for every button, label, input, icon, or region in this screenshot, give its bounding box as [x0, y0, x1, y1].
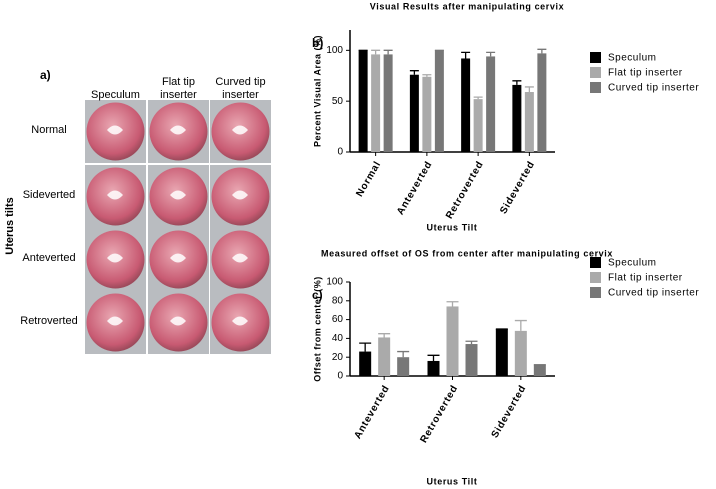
- os-opening: [107, 253, 123, 263]
- error-bar: [378, 333, 391, 338]
- bar: [383, 54, 393, 152]
- x-tick-label: Anteverted: [395, 159, 435, 217]
- y-axis-label: Percent Visual Area (%): [312, 35, 322, 147]
- y-tick-label: 60: [332, 314, 344, 325]
- bar: [461, 58, 471, 152]
- os-opening: [107, 316, 123, 326]
- error-bar: [427, 354, 440, 361]
- y-tick-label: 100: [326, 277, 343, 288]
- os-opening: [232, 316, 248, 326]
- os-opening: [232, 190, 248, 200]
- row-label: Sideverted: [22, 188, 76, 201]
- chart-title: Measured offset of OS from center after …: [321, 248, 613, 258]
- error-bar: [409, 70, 419, 75]
- y-tick-label: 80: [332, 295, 344, 306]
- x-axis-label: Uterus Tilt: [427, 476, 478, 486]
- bar: [427, 360, 440, 376]
- bar: [514, 330, 527, 376]
- error-bar: [524, 86, 534, 93]
- os-opening: [170, 125, 186, 135]
- error-bar: [383, 49, 393, 55]
- bar: [358, 50, 368, 153]
- legend-label: Flat tip inserter: [608, 68, 683, 79]
- legend-label: Curved tip inserter: [608, 83, 699, 94]
- legend-label: Speculum: [608, 53, 656, 64]
- x-axis-label: Uterus Tilt: [427, 222, 478, 232]
- bar: [397, 357, 410, 376]
- panel-label: a): [40, 68, 51, 82]
- error-bar: [422, 74, 432, 77]
- y-tick-label: 100: [326, 45, 343, 56]
- x-tick-label: Retroverted: [444, 159, 486, 221]
- bar: [537, 53, 547, 153]
- error-bar: [486, 51, 496, 57]
- bar: [495, 329, 508, 376]
- os-opening: [107, 190, 123, 200]
- legend-swatch: [590, 52, 601, 63]
- legend-swatch: [590, 82, 601, 93]
- os-opening: [170, 253, 186, 263]
- error-bar: [461, 51, 471, 59]
- y-tick-label: 40: [332, 333, 344, 344]
- y-tick-label: 20: [332, 352, 344, 363]
- legend-label: Flat tip inserter: [608, 273, 683, 284]
- os-opening: [232, 253, 248, 263]
- os-opening: [107, 125, 123, 135]
- error-bar: [465, 340, 478, 345]
- error-bar: [537, 48, 547, 54]
- os-opening: [170, 316, 186, 326]
- x-tick-label: Sideverted: [498, 159, 537, 216]
- axis-label: Uterus tilts: [4, 197, 16, 254]
- bar: [378, 337, 391, 376]
- error-bar: [473, 96, 483, 100]
- row-label: Anteverted: [22, 251, 76, 264]
- y-tick-label: 0: [337, 147, 343, 158]
- os-opening: [170, 190, 186, 200]
- legend-swatch: [590, 272, 601, 283]
- os-opening: [232, 125, 248, 135]
- y-axis-label: Offset from center (%): [312, 276, 322, 382]
- column-header: Curved tip inserter: [215, 76, 266, 101]
- legend-swatch: [590, 257, 601, 268]
- panel-label: b): [312, 36, 323, 50]
- bar: [446, 306, 459, 376]
- bar: [512, 84, 522, 152]
- y-tick-label: 0: [337, 371, 343, 382]
- legend-swatch: [590, 67, 601, 78]
- row-label: Normal: [31, 123, 67, 136]
- x-tick-label: Anteverted: [352, 383, 392, 441]
- legend-label: Speculum: [608, 258, 656, 269]
- bar: [533, 364, 546, 376]
- bar: [486, 56, 496, 152]
- bar: [473, 99, 483, 152]
- error-bar: [512, 80, 522, 85]
- error-bar: [514, 319, 527, 331]
- column-header: Speculum: [91, 89, 140, 101]
- row-label: Retroverted: [20, 314, 78, 327]
- error-bar: [359, 342, 372, 352]
- bar: [465, 344, 478, 376]
- error-bar: [446, 301, 459, 307]
- bar: [409, 74, 419, 152]
- x-tick-label: Sideverted: [490, 383, 529, 440]
- legend-swatch: [590, 287, 601, 298]
- bar: [434, 50, 444, 153]
- legend-label: Curved tip inserter: [608, 288, 699, 299]
- y-tick-label: 50: [332, 96, 344, 107]
- column-header: Flat tip inserter: [160, 76, 197, 101]
- bar: [422, 76, 432, 152]
- bar: [524, 92, 534, 152]
- bar: [359, 351, 372, 376]
- x-tick-label: Normal: [354, 159, 383, 199]
- error-bar: [371, 49, 381, 55]
- error-bar: [397, 350, 410, 358]
- bar: [371, 54, 381, 152]
- x-tick-label: Retroverted: [418, 383, 460, 445]
- chart-title: Visual Results after manipulating cervix: [370, 1, 564, 11]
- panel-label: c): [312, 288, 323, 302]
